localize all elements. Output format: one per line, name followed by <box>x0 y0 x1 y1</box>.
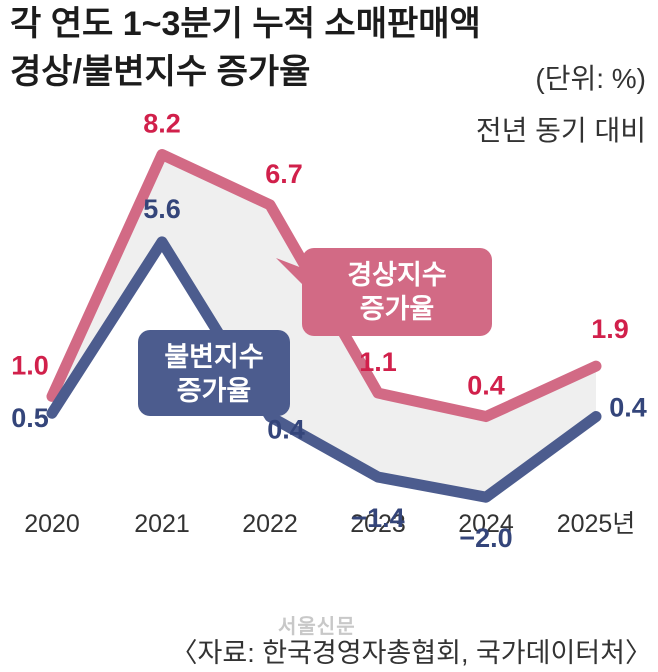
data-label: −1.4 <box>351 503 404 533</box>
data-label: 0.5 <box>11 403 49 433</box>
watermark: 서울신문 <box>278 616 356 638</box>
chart-title-line1: 각 연도 1~3분기 누적 소매판매액 <box>10 5 481 43</box>
series-line <box>46 236 602 503</box>
x-tick-label: 2025년 <box>557 510 636 538</box>
data-label: 8.2 <box>143 108 181 138</box>
data-label: −2.0 <box>459 523 512 553</box>
x-tick-label: 2020 <box>24 510 80 538</box>
legend-box <box>138 330 290 416</box>
source-note: 〈자료: 한국경영자총협회, 국가데이터처〉 <box>170 638 652 668</box>
x-tick-label: 2021 <box>134 510 190 538</box>
data-label: 6.7 <box>265 159 303 189</box>
data-label: 5.6 <box>143 194 181 224</box>
legend-pointer <box>276 258 302 284</box>
legend-label: 불변지수 <box>164 342 263 372</box>
x-tick-label: 2024 <box>458 510 514 538</box>
unit-label: (단위: %) <box>535 63 646 94</box>
data-label: 0.4 <box>267 415 305 445</box>
data-label: 0.4 <box>609 393 647 423</box>
x-tick-label: 2022 <box>242 510 298 538</box>
legend-box <box>302 248 492 336</box>
legend-label: 증가율 <box>177 376 252 406</box>
legend-label: 경상지수 <box>347 260 446 290</box>
data-label: 1.1 <box>359 347 397 377</box>
legend-label: 증가율 <box>360 294 435 324</box>
comparison-note: 전년 동기 대비 <box>475 115 646 146</box>
data-label: 1.9 <box>591 314 629 344</box>
chart-title-line2: 경상/불변지수 증가율 <box>10 53 311 91</box>
data-label: 0.4 <box>467 371 505 401</box>
data-label: 1.0 <box>11 350 49 380</box>
x-tick-label: 2023 <box>350 510 406 538</box>
